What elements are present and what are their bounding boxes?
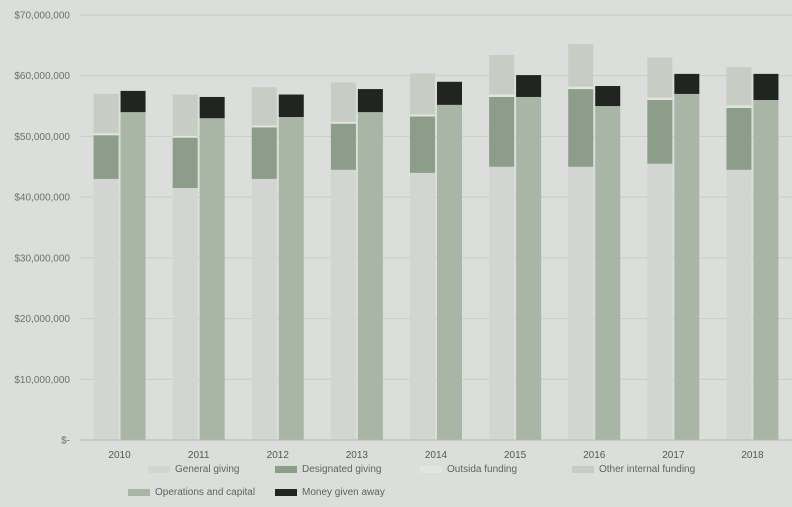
- x-axis: 2010 2011 2012 2013 2014 2015 2016 2017 2018: [108, 450, 764, 461]
- bar-operations-and-capital-2015: [516, 96, 542, 440]
- legend: General giving Designated giving Outsida f…: [128, 464, 695, 498]
- bar-money-given-away-2017: [674, 73, 700, 94]
- bar-other-internal-funding-2015: [489, 55, 515, 95]
- bar-operations-and-capital-2017: [674, 93, 700, 440]
- x-tick-label: 2014: [425, 450, 448, 461]
- bar-other-internal-funding-2012: [251, 87, 277, 126]
- bar-operations-and-capital-2014: [437, 104, 462, 440]
- bar-designated-giving-2010: [93, 135, 119, 179]
- x-tick-label: 2011: [188, 450, 210, 461]
- bar-general-giving-2018: [726, 169, 752, 441]
- legend-label-designated-giving: Designated giving: [302, 464, 382, 475]
- bar-designated-giving-2015: [489, 96, 515, 167]
- bar-designated-giving-2016: [568, 89, 594, 167]
- bar-other-internal-funding-2011: [172, 94, 198, 136]
- bar-outside-funding-2018: [726, 105, 752, 108]
- bar-designated-giving-2012: [251, 127, 277, 179]
- bar-designated-giving-2014: [410, 116, 435, 173]
- bar-operations-and-capital-2016: [595, 106, 621, 441]
- bar-operations-and-capital-2010: [120, 112, 146, 441]
- legend-label-other-internal-funding: Other internal funding: [599, 464, 695, 475]
- bar-other-internal-funding-2010: [93, 93, 119, 134]
- bar-general-giving-2011: [172, 188, 198, 440]
- bar-operations-and-capital-2011: [199, 118, 225, 440]
- bar-money-given-away-2018: [753, 73, 779, 100]
- bar-operations-and-capital-2018: [753, 100, 779, 440]
- grid-layer: [80, 14, 792, 380]
- bar-other-internal-funding-2016: [568, 44, 594, 87]
- y-tick-label: $70,000,000: [14, 11, 70, 22]
- bar-operations-and-capital-2013: [357, 112, 383, 441]
- x-tick-label: 2015: [504, 450, 527, 461]
- x-tick-label: 2017: [662, 450, 685, 461]
- bar-outside-funding-2014: [410, 114, 435, 117]
- bar-general-giving-2017: [647, 163, 673, 440]
- y-tick-label: $10,000,000: [14, 375, 70, 386]
- bar-designated-giving-2013: [330, 123, 356, 170]
- bar-money-given-away-2011: [199, 96, 225, 119]
- legend-swatch-other-internal-funding: [572, 466, 594, 473]
- bar-general-giving-2014: [410, 172, 435, 440]
- y-axis: $- $10,000,000 $20,000,000 $30,000,000 $40,0…: [14, 11, 70, 447]
- bar-outside-funding-2017: [647, 97, 673, 100]
- legend-label-operations-and-capital: Operations and capital: [155, 487, 255, 498]
- bar-money-given-away-2013: [357, 89, 383, 113]
- bar-general-giving-2010: [93, 178, 119, 440]
- y-tick-label: $60,000,000: [14, 71, 70, 82]
- bar-other-internal-funding-2013: [330, 82, 356, 122]
- x-tick-label: 2018: [741, 450, 764, 461]
- bar-outside-funding-2015: [489, 94, 515, 97]
- legend-swatch-general-giving: [148, 466, 170, 473]
- y-tick-label: $50,000,000: [14, 132, 70, 143]
- legend-swatch-designated-giving: [275, 466, 297, 473]
- legend-label-outsida-funding: Outsida funding: [447, 464, 517, 475]
- legend-swatch-operations-and-capital: [128, 489, 150, 496]
- bar-general-giving-2012: [251, 178, 277, 440]
- bar-money-given-away-2016: [595, 86, 621, 107]
- bar-outside-funding-2010: [93, 133, 119, 136]
- bar-outside-funding-2011: [172, 135, 198, 138]
- x-tick-label: 2013: [346, 450, 369, 461]
- legend-label-money-given-away: Money given away: [302, 487, 385, 498]
- bar-money-given-away-2010: [120, 90, 146, 113]
- bar-general-giving-2013: [330, 169, 356, 441]
- bar-money-given-away-2012: [278, 94, 304, 117]
- bar-outside-funding-2013: [330, 121, 356, 124]
- legend-label-general-giving: General giving: [175, 464, 239, 475]
- bar-other-internal-funding-2017: [647, 57, 673, 98]
- bar-designated-giving-2018: [726, 107, 752, 170]
- bar-operations-and-capital-2012: [278, 117, 304, 440]
- y-tick-label: $20,000,000: [14, 314, 70, 325]
- y-tick-label: $40,000,000: [14, 193, 70, 204]
- bar-other-internal-funding-2018: [726, 67, 752, 106]
- bar-designated-giving-2011: [172, 137, 198, 189]
- y-tick-label: $-: [61, 436, 70, 447]
- bar-other-internal-funding-2014: [410, 73, 435, 115]
- y-tick-label: $30,000,000: [14, 253, 70, 264]
- bar-outside-funding-2012: [251, 125, 277, 128]
- bar-outside-funding-2016: [568, 86, 594, 90]
- legend-swatch-outsida-funding: [420, 466, 442, 473]
- bar-designated-giving-2017: [647, 100, 673, 164]
- bar-general-giving-2016: [568, 166, 594, 441]
- bar-money-given-away-2015: [516, 75, 542, 97]
- bars: [93, 44, 779, 441]
- bar-money-given-away-2014: [437, 81, 462, 105]
- legend-swatch-money-given-away: [275, 489, 297, 496]
- x-tick-label: 2016: [583, 450, 606, 461]
- x-tick-label: 2012: [267, 450, 290, 461]
- bar-general-giving-2015: [489, 166, 515, 441]
- x-tick-label: 2010: [108, 450, 131, 461]
